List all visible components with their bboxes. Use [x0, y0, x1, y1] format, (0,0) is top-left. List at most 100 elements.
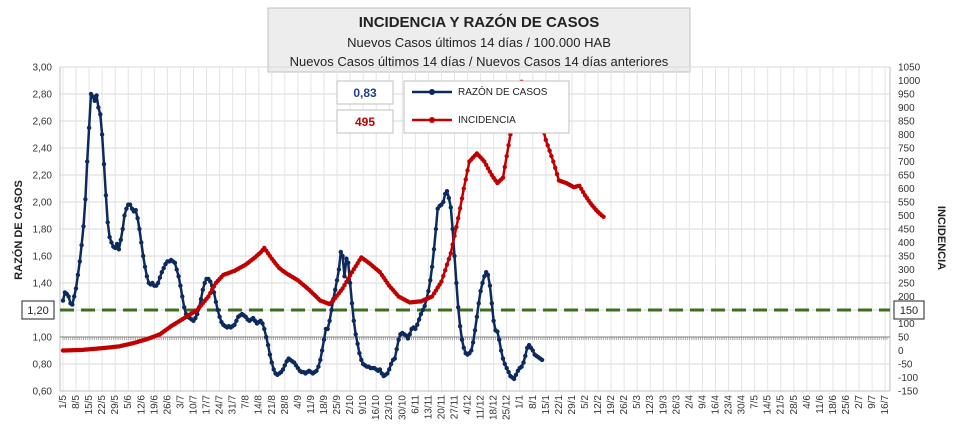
right-tick-label: 400	[898, 238, 915, 249]
data-point	[77, 259, 83, 264]
right-tick-label: 100	[898, 319, 915, 330]
data-point	[357, 351, 362, 356]
right-tick-label: 50	[898, 333, 910, 344]
data-point	[491, 318, 496, 323]
left-tick-label: 0,80	[33, 360, 53, 371]
data-point	[513, 372, 519, 377]
data-point	[141, 253, 146, 259]
data-point	[260, 321, 265, 326]
right-tick-label: 750	[898, 144, 915, 155]
data-point	[182, 305, 187, 310]
x-tick-label: 5/2	[580, 395, 591, 409]
data-point	[551, 159, 556, 164]
data-point	[202, 280, 207, 286]
series-points-0	[60, 91, 545, 382]
data-point	[116, 247, 122, 252]
data-point	[211, 284, 217, 289]
data-point	[487, 169, 493, 174]
left-tick-label: 2,00	[33, 198, 53, 209]
left-tick-label: 2,20	[33, 171, 53, 182]
data-point	[444, 262, 450, 267]
data-point	[416, 317, 422, 322]
data-point	[79, 243, 84, 248]
left-tick-label: 2,80	[33, 90, 53, 101]
data-point	[342, 283, 347, 288]
data-point	[506, 143, 511, 148]
x-tick-label: 11/6	[815, 395, 826, 414]
data-point	[495, 329, 500, 334]
data-point	[484, 162, 489, 168]
x-tick-label: 28/5	[789, 395, 800, 415]
x-tick-label: 15/5	[84, 395, 95, 415]
x-tick-label: 9/7	[867, 395, 878, 409]
data-point	[452, 233, 457, 238]
x-tick-label: 29/5	[110, 395, 121, 415]
x-tick-label: 3/7	[175, 395, 186, 409]
x-tick-label: 4/6	[802, 395, 813, 409]
x-tick-label: 25/6	[841, 395, 852, 415]
data-point	[441, 273, 446, 279]
threshold-right-box	[893, 300, 925, 320]
x-tick-label: 11/9	[306, 395, 317, 414]
data-point	[340, 286, 345, 291]
data-point	[208, 290, 213, 296]
x-tick-label: 18/9	[319, 395, 330, 415]
x-tick-label: 23/10	[384, 395, 395, 420]
x-tick-label: 12/3	[645, 395, 656, 415]
data-point	[474, 314, 480, 319]
data-point	[457, 206, 463, 211]
data-point	[521, 360, 526, 365]
data-point	[476, 301, 481, 306]
data-point	[265, 342, 271, 348]
series-line-0	[61, 92, 543, 381]
x-tick-label: 30/4	[737, 395, 748, 415]
data-point	[86, 125, 92, 130]
data-point	[213, 299, 219, 305]
left-tick-label: 3,00	[33, 63, 53, 74]
x-tick-label: 26/3	[671, 395, 682, 415]
data-point	[96, 105, 101, 110]
data-point	[83, 197, 88, 202]
data-point	[388, 361, 394, 367]
data-point	[135, 216, 140, 221]
data-point	[504, 153, 509, 159]
data-point	[545, 143, 550, 148]
right-tick-label: 1050	[898, 63, 921, 74]
data-point	[355, 341, 360, 346]
data-point	[504, 365, 509, 371]
data-point	[448, 205, 453, 210]
x-tick-label: 12/2	[593, 395, 604, 415]
right-tick-label: 550	[898, 198, 915, 209]
data-point	[502, 361, 507, 367]
data-point	[459, 196, 465, 201]
x-tick-label: 5/6	[123, 395, 134, 409]
data-point	[428, 278, 433, 283]
x-tick-label: 30/10	[397, 395, 408, 420]
data-point	[127, 202, 133, 207]
data-point	[461, 186, 466, 191]
right-tick-label: 250	[898, 279, 915, 290]
x-tick-label: 8/5	[71, 395, 82, 409]
data-point	[500, 175, 506, 180]
data-point	[172, 260, 178, 265]
x-tick-label: 4/9	[293, 395, 304, 409]
x-tick-label: 21/8	[267, 395, 278, 415]
data-point	[502, 164, 507, 170]
data-point	[105, 220, 110, 225]
x-tick-label: 11/12	[476, 395, 487, 420]
data-point	[336, 267, 342, 272]
data-point	[359, 357, 364, 363]
data-point	[539, 357, 545, 363]
data-point	[66, 294, 71, 299]
x-tick-label: 8/1	[528, 395, 539, 409]
x-tick-label: 7/5	[750, 395, 761, 409]
x-tick-label: 29/1	[567, 395, 578, 415]
data-point	[543, 137, 548, 143]
x-tick-label: 16/7	[880, 395, 891, 415]
data-point	[75, 272, 81, 278]
data-point	[500, 356, 506, 361]
data-point	[396, 337, 401, 342]
right-tick-label: 600	[898, 184, 915, 195]
data-point	[422, 303, 427, 309]
